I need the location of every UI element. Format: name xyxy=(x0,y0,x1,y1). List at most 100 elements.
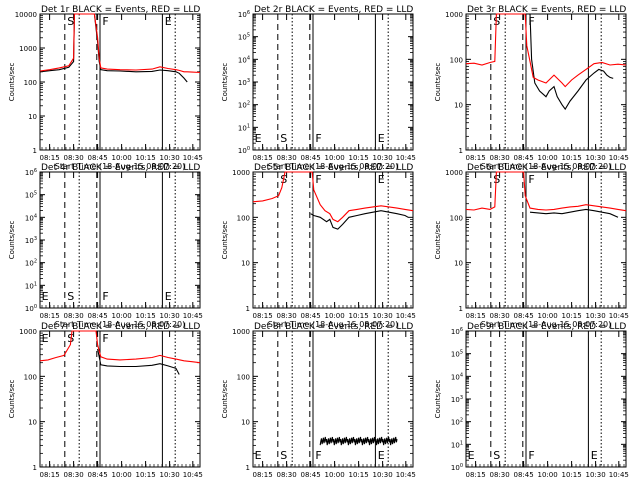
panel-1: Det 1r BLACK = Events, RED = LLD 1 10 100 10… xyxy=(8,5,203,171)
x-tick-label: 10:15 xyxy=(562,154,582,162)
x-tick-label: 10:30 xyxy=(160,312,180,320)
x-tick-label: 08:30 xyxy=(277,471,297,479)
panel-title: Det 8r BLACK = Events, RED = LLD xyxy=(254,322,413,332)
x-tick-label: 10:45 xyxy=(396,471,416,479)
y-tick-label: 1 xyxy=(459,147,463,155)
x-tick-label: 08:45 xyxy=(514,312,534,320)
y-tick-label: 10 xyxy=(454,260,463,268)
x-tick-label: 10:30 xyxy=(160,471,180,479)
events-series-line xyxy=(529,208,619,218)
x-tick-label: 10:45 xyxy=(396,312,416,320)
lld-series-line xyxy=(465,171,627,212)
marker-f: F xyxy=(315,173,321,186)
y-tick-label: 103 xyxy=(238,78,250,87)
x-tick-label: 10:30 xyxy=(586,471,606,479)
y-axis-label: Counts/sec xyxy=(8,221,16,260)
x-tick-label: 10:45 xyxy=(183,471,203,479)
y-tick-label: 100 xyxy=(450,56,463,64)
events-series-line xyxy=(529,13,614,111)
y-tick-label: 102 xyxy=(238,101,250,110)
events-series-line xyxy=(310,210,409,230)
marker-e: E xyxy=(42,290,49,303)
y-axis-label: Counts/sec xyxy=(434,63,442,102)
x-tick-label: 08:15 xyxy=(466,312,486,320)
plot-frame xyxy=(465,330,627,468)
x-tick-label: 10:15 xyxy=(136,312,156,320)
marker-e: E xyxy=(255,449,262,462)
x-tick-label: 10:00 xyxy=(325,312,345,320)
marker-s: S xyxy=(280,132,287,145)
y-tick-label: 1000 xyxy=(445,11,463,19)
plot-frame xyxy=(465,13,627,151)
x-tick-label: 08:15 xyxy=(466,154,486,162)
x-tick-label: 08:30 xyxy=(277,154,297,162)
marker-f: F xyxy=(102,290,108,303)
x-tick-label: 10:00 xyxy=(112,154,132,162)
marker-f: F xyxy=(528,15,534,28)
y-tick-label: 105 xyxy=(451,350,463,359)
y-tick-label: 100 xyxy=(238,146,250,155)
marker-s: S xyxy=(493,15,500,28)
x-tick-label: 10:45 xyxy=(609,312,629,320)
x-tick-label: 10:15 xyxy=(349,154,369,162)
x-tick-label: 08:45 xyxy=(88,154,108,162)
y-tick-label: 103 xyxy=(25,236,37,245)
plot-frame xyxy=(252,171,414,309)
x-tick-label: 10:30 xyxy=(373,312,393,320)
x-tick-label: 10:00 xyxy=(538,312,558,320)
y-tick-label: 1 xyxy=(459,305,463,313)
x-tick-label: 10:00 xyxy=(112,471,132,479)
x-tick-label: 10:15 xyxy=(562,312,582,320)
panel-title: Det 7r BLACK = Events, RED = LLD xyxy=(41,322,200,332)
y-tick-label: 10 xyxy=(241,419,250,427)
x-tick-label: 08:15 xyxy=(253,312,273,320)
y-tick-label: 106 xyxy=(25,168,37,177)
marker-f: F xyxy=(315,449,321,462)
x-tick-label: 08:15 xyxy=(40,471,60,479)
y-tick-label: 104 xyxy=(238,55,250,64)
y-axis-label: Counts/sec xyxy=(8,380,16,419)
panel-title: Det 4r BLACK = Events, RED = LLD xyxy=(41,163,200,173)
y-tick-label: 1 xyxy=(246,464,250,472)
x-tick-label: 08:45 xyxy=(301,471,321,479)
lld-series-line xyxy=(465,13,627,88)
plot-frame xyxy=(39,13,201,151)
marker-e: E xyxy=(255,132,262,145)
plot-frame xyxy=(252,330,414,468)
marker-e: E xyxy=(591,449,598,462)
y-axis-label: Counts/sec xyxy=(221,63,229,102)
y-tick-label: 104 xyxy=(25,213,37,222)
marker-e: E xyxy=(42,332,49,345)
y-tick-label: 10 xyxy=(28,419,37,427)
marker-e: E xyxy=(378,132,385,145)
y-tick-label: 101 xyxy=(238,123,250,132)
panel-title: Det 3r BLACK = Events, RED = LLD xyxy=(467,5,626,15)
x-tick-label: 10:15 xyxy=(136,154,156,162)
x-axis-label: Start Time (18-Aug-15 08:07:20) xyxy=(268,320,399,329)
y-tick-label: 100 xyxy=(237,214,250,222)
x-tick-label: 08:30 xyxy=(64,312,84,320)
y-tick-label: 1000 xyxy=(19,45,37,53)
marker-e: E xyxy=(378,449,385,462)
x-tick-label: 08:30 xyxy=(64,154,84,162)
x-tick-label: 10:45 xyxy=(396,154,416,162)
marker-e: E xyxy=(165,15,172,28)
y-tick-label: 1000 xyxy=(232,169,250,177)
marker-s: S xyxy=(280,449,287,462)
x-tick-label: 10:30 xyxy=(586,312,606,320)
lld-series-line xyxy=(252,171,414,223)
y-tick-label: 1000 xyxy=(232,328,250,336)
marker-f: F xyxy=(528,173,534,186)
y-tick-label: 100 xyxy=(25,304,37,313)
x-tick-label: 10:00 xyxy=(325,471,345,479)
y-tick-label: 100 xyxy=(450,214,463,222)
marker-e: E xyxy=(165,290,172,303)
panel-7: Det 7r BLACK = Events, RED = LLD 1 10 100 10… xyxy=(8,322,203,480)
x-axis-label: Start Time (18-Aug-15 08:07:20) xyxy=(481,162,612,171)
x-tick-label: 10:00 xyxy=(325,154,345,162)
y-tick-label: 100 xyxy=(237,373,250,381)
y-tick-label: 1 xyxy=(33,464,37,472)
x-tick-label: 08:45 xyxy=(301,312,321,320)
